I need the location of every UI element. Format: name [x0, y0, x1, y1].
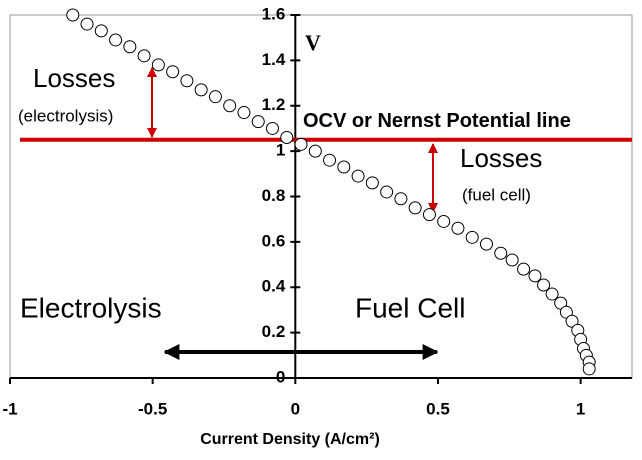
annotation: Fuel Cell: [355, 292, 465, 323]
data-point: [308, 144, 322, 158]
data-point: [208, 90, 222, 104]
data-point: [80, 17, 94, 31]
data-point: [422, 208, 436, 222]
data-point: [166, 65, 180, 79]
y-tick-label: 0.8: [262, 186, 286, 205]
data-point: [479, 237, 493, 251]
y-tick-label: 1.2: [262, 95, 286, 114]
data-point: [380, 185, 394, 199]
data-point: [180, 74, 194, 88]
data-point: [394, 192, 408, 206]
data-point: [465, 230, 479, 244]
data-point: [280, 131, 294, 145]
data-point: [94, 24, 108, 38]
data-point: [351, 169, 365, 183]
annotation: Losses: [33, 63, 115, 93]
data-point: [365, 176, 379, 190]
data-point: [408, 201, 422, 215]
data-point: [251, 115, 265, 129]
y-tick-label: 0.2: [262, 322, 286, 341]
y-axis-label: V: [305, 30, 321, 55]
y-tick-label: 0.4: [262, 277, 286, 296]
y-tick-label: 1.4: [262, 50, 286, 69]
data-point: [294, 137, 308, 151]
data-point: [151, 58, 165, 72]
data-point: [528, 269, 542, 283]
x-tick-label: 1: [576, 399, 585, 418]
data-point: [545, 287, 559, 301]
data-point: [437, 214, 451, 228]
annotation: Electrolysis: [20, 292, 162, 323]
data-point: [537, 278, 551, 292]
x-axis-label: Current Density (A/cm²): [200, 431, 380, 448]
annotation: Losses: [460, 143, 542, 173]
annotation: (electrolysis): [18, 106, 113, 125]
annotation: (fuel cell): [462, 185, 531, 204]
data-point: [323, 153, 337, 167]
data-point: [494, 246, 508, 260]
data-point: [265, 121, 279, 135]
data-point: [337, 160, 351, 174]
data-point: [66, 8, 80, 22]
y-tick-label: 0: [276, 367, 285, 386]
x-tick-label: 0.5: [426, 399, 450, 418]
ocv-label: OCV or Nernst Potential line: [303, 110, 571, 132]
data-point: [137, 49, 151, 63]
y-tick-label: 1: [276, 141, 285, 160]
x-tick-label: 0: [291, 399, 300, 418]
x-tick-label: -0.5: [138, 399, 167, 418]
data-point: [237, 106, 251, 120]
data-point: [194, 83, 208, 97]
data-point: [109, 33, 123, 47]
y-tick-label: 1.6: [262, 4, 286, 23]
data-point: [123, 40, 137, 54]
data-point: [451, 221, 465, 235]
data-point: [505, 253, 519, 267]
y-tick-label: 0.6: [262, 231, 286, 250]
data-point: [582, 362, 596, 376]
data-point: [223, 99, 237, 113]
x-tick-label: -1: [2, 399, 17, 418]
data-point: [517, 262, 531, 276]
